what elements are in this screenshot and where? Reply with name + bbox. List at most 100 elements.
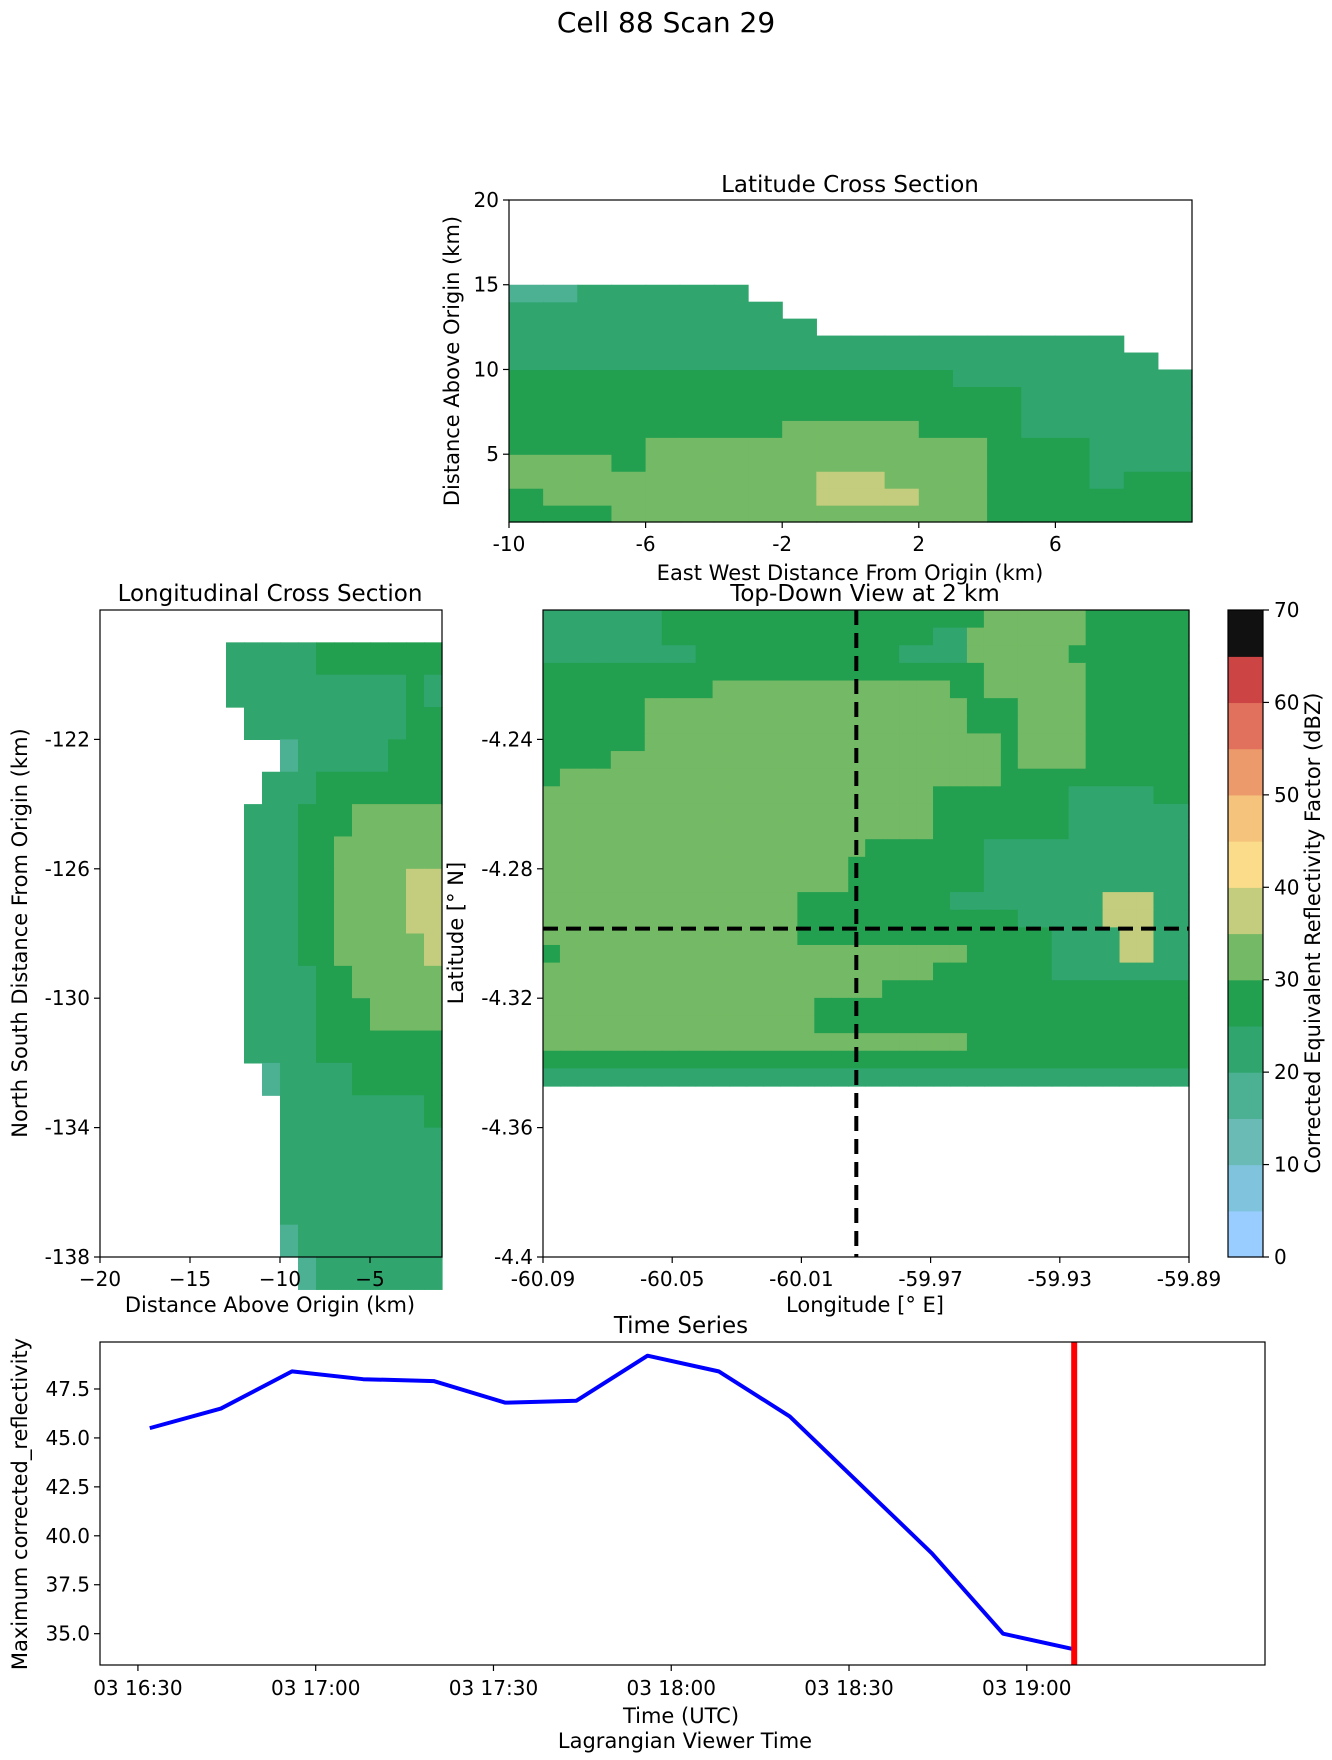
heatmap-cell	[1017, 627, 1036, 646]
heatmap-cell	[1055, 488, 1091, 506]
heatmap-cell	[1051, 1068, 1070, 1087]
heatmap-cell	[1068, 997, 1087, 1017]
heatmap-cell	[1034, 1050, 1053, 1069]
heatmap-cell	[406, 1192, 425, 1226]
heatmap-cell	[983, 627, 1002, 646]
heatmap-cell	[334, 804, 353, 838]
heatmap-cell	[610, 733, 629, 752]
heatmap-cell	[424, 1192, 443, 1226]
heatmap-cell	[712, 821, 731, 840]
heatmap-cell	[577, 335, 613, 354]
heatmap-cell	[814, 1068, 832, 1087]
heatmap-cell	[645, 403, 681, 421]
heatmap-cell	[884, 386, 920, 404]
heatmap-cell	[933, 733, 951, 752]
heatmap-cell	[865, 909, 883, 928]
heatmap-cell	[298, 1257, 317, 1290]
heatmap-cell	[1055, 420, 1091, 438]
heatmap-cell	[763, 1033, 782, 1052]
heatmap-cell	[729, 768, 748, 787]
heatmap-cell	[797, 874, 815, 893]
colorbar-swatch	[1228, 887, 1263, 935]
heatmap-cell	[406, 1095, 425, 1129]
heatmap-cell	[298, 1062, 317, 1096]
heatmap-cell	[1119, 645, 1138, 664]
heatmap-cell	[1102, 627, 1121, 646]
heatmap-cell	[1102, 662, 1121, 682]
heatmap-cell	[610, 1015, 629, 1034]
heatmap-cell	[1089, 437, 1125, 455]
heatmap-cell	[763, 856, 782, 876]
heatmap-cell	[1000, 1068, 1019, 1087]
heatmap-cell	[559, 962, 578, 981]
heatmap-cell	[949, 698, 968, 717]
heatmap-cell	[1157, 454, 1193, 472]
heatmap-cell	[1085, 751, 1104, 770]
heatmap-cell	[593, 610, 612, 629]
heatmap-cell	[729, 1068, 748, 1087]
heatmap-cell	[593, 680, 612, 699]
x-tick-label: −20	[79, 1267, 121, 1291]
heatmap-cell	[1119, 786, 1138, 805]
heatmap-cell	[966, 680, 985, 699]
heatmap-cell	[1068, 839, 1087, 858]
heatmap-cell	[797, 698, 815, 717]
heatmap-cell	[644, 892, 663, 911]
heatmap-cell	[916, 944, 934, 964]
heatmap-cell	[729, 909, 748, 928]
heatmap-cell	[814, 768, 832, 787]
heatmap-cell	[1089, 454, 1125, 472]
heatmap-cell	[576, 803, 595, 823]
heatmap-cell	[1119, 856, 1138, 876]
longitudinal-x-label: Distance Above Origin (km)	[125, 1293, 415, 1317]
heatmap-cell	[610, 927, 629, 946]
heatmap-cell	[611, 369, 647, 388]
heatmap-cell	[848, 715, 866, 735]
heatmap-cell	[1085, 997, 1104, 1017]
heatmap-cell	[509, 318, 544, 337]
heatmap-cell	[1170, 680, 1188, 699]
heatmap-cell	[678, 715, 697, 735]
heatmap-cell	[1136, 751, 1155, 770]
heatmap-cell	[780, 662, 798, 682]
heatmap-cell	[611, 437, 647, 455]
heatmap-cell	[987, 352, 1022, 371]
heatmap-cell	[424, 998, 443, 1032]
heatmap-cell	[814, 892, 832, 911]
heatmap-cell	[1136, 768, 1155, 787]
heatmap-cell	[713, 386, 749, 404]
heatmap-cell	[1170, 944, 1188, 964]
heatmap-cell	[298, 1030, 317, 1064]
heatmap-cell	[816, 369, 852, 388]
heatmap-cell	[763, 909, 782, 928]
heatmap-cell	[966, 1068, 985, 1087]
y-tick-label: -138	[45, 1245, 90, 1269]
heatmap-cell	[661, 698, 680, 717]
heatmap-cell	[797, 733, 815, 752]
heatmap-cell	[370, 998, 389, 1032]
heatmap-cell	[627, 856, 646, 876]
heatmap-cell	[850, 335, 886, 354]
heatmap-cell	[298, 1159, 317, 1193]
heatmap-cell	[1034, 874, 1053, 893]
heatmap-cell	[1102, 927, 1121, 946]
heatmap-cell	[388, 804, 407, 838]
heatmap-cell	[816, 454, 852, 472]
heatmap-cell	[695, 645, 714, 664]
heatmap-cell	[611, 471, 647, 489]
heatmap-cell	[334, 642, 353, 676]
heatmap-cell	[916, 1068, 934, 1087]
heatmap-cell	[661, 821, 680, 840]
heatmap-cell	[1021, 505, 1056, 523]
heatmap-cell	[850, 471, 886, 489]
heatmap-cell	[729, 821, 748, 840]
heatmap-cell	[1021, 420, 1056, 438]
heatmap-cell	[882, 962, 900, 981]
heatmap-cell	[679, 386, 715, 404]
heatmap-cell	[782, 420, 817, 438]
heatmap-cell	[610, 786, 629, 805]
heatmap-cell	[1136, 698, 1155, 717]
heatmap-cell	[1055, 335, 1091, 354]
heatmap-cell	[763, 962, 782, 981]
longitudinal-plot-frame	[99, 609, 443, 1258]
